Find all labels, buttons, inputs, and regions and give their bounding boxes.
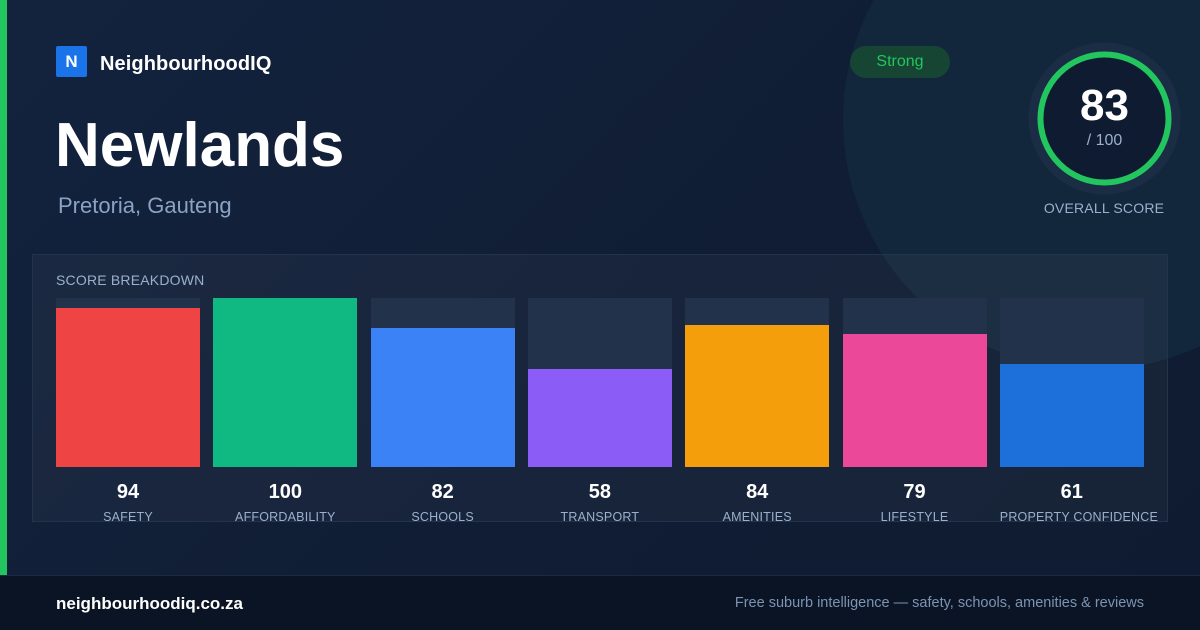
brand-name: NeighbourhoodIQ	[100, 53, 272, 75]
overall-score-value: 83	[1080, 81, 1129, 130]
bar-fill	[527, 368, 672, 467]
score-bar-safety: 94 SAFETY	[56, 298, 200, 524]
footer-url-link[interactable]: neighbourhoodiq.co.za	[56, 594, 243, 613]
score-ring-icon	[1028, 42, 1181, 195]
bar-value: 58	[588, 481, 612, 503]
bar-value: 79	[903, 481, 926, 503]
bar-value: 94	[116, 481, 140, 503]
footer: neighbourhoodiq.co.za Free suburb intell…	[0, 575, 1200, 630]
bar-value: 61	[1060, 481, 1083, 503]
bar-label: SAFETY	[103, 510, 153, 524]
score-bar-schools: 82 SCHOOLS	[370, 298, 515, 524]
bar-value: 84	[746, 481, 769, 503]
bar-label: LIFESTYLE	[880, 510, 949, 524]
footer-tagline: Free suburb intelligence — safety, schoo…	[734, 595, 1144, 611]
bar-track	[999, 298, 1144, 467]
bar-track	[685, 298, 830, 467]
bar-label: AFFORDABILITY	[235, 510, 336, 524]
bar-track	[213, 298, 358, 467]
suburb-location: Pretoria, Gauteng	[58, 193, 232, 218]
bar-label: PROPERTY CONFIDENCE	[999, 510, 1159, 524]
rating-badge: Strong	[850, 46, 950, 78]
bar-fill	[685, 325, 830, 467]
brand[interactable]: N NeighbourhoodIQ	[56, 46, 271, 77]
score-bar-transport: 58 TRANSPORT	[527, 298, 672, 524]
brand-logo-icon: N	[56, 46, 87, 77]
bar-track	[527, 298, 672, 467]
breakdown-title: SCORE BREAKDOWN	[56, 272, 205, 288]
score-bar-property-confidence: 61 PROPERTY CONFIDENCE	[999, 298, 1159, 524]
overall-score-label: OVERALL SCORE	[1043, 200, 1165, 216]
bar-track	[842, 298, 987, 467]
bar-fill	[370, 328, 515, 467]
bar-value: 100	[268, 481, 302, 503]
score-bar-lifestyle: 79 LIFESTYLE	[842, 298, 987, 524]
bar-track	[370, 298, 515, 467]
bar-label: TRANSPORT	[560, 510, 640, 524]
bar-label: SCHOOLS	[411, 510, 474, 524]
bar-fill	[56, 308, 200, 467]
score-bar-amenities: 84 AMENITIES	[685, 298, 830, 524]
score-bar-affordability: 100 AFFORDABILITY	[213, 298, 358, 524]
overall-score-ring: 83 / 100	[1028, 42, 1181, 195]
bar-fill	[999, 363, 1144, 467]
suburb-title: Newlands	[55, 111, 345, 180]
bar-fill	[842, 333, 987, 467]
bar-label: AMENITIES	[722, 510, 792, 524]
bar-fill	[213, 298, 358, 467]
bar-track	[56, 298, 200, 467]
bar-value: 82	[431, 481, 454, 503]
score-breakdown-panel: SCORE BREAKDOWN 94 SAFETY 100 AFFORDABILITY…	[32, 254, 1168, 524]
overall-score-max: / 100	[1086, 132, 1123, 149]
accent-strip	[0, 0, 7, 575]
